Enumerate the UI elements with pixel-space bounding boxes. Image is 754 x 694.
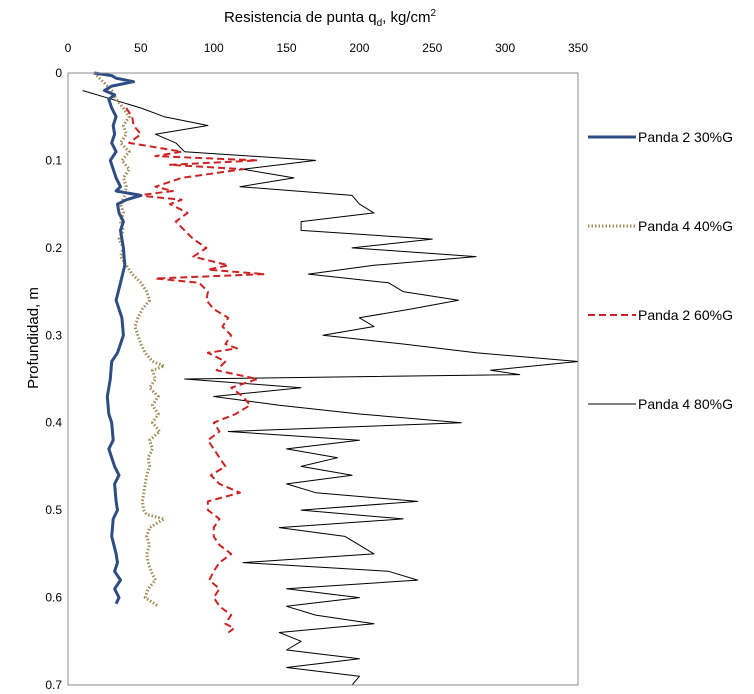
- x-tick-label: 50: [134, 41, 148, 55]
- legend-label: Panda 4 40%G: [638, 218, 733, 234]
- x-tick-labels: 0 50 100 150 200 250 300 350: [65, 41, 589, 55]
- y-tick-label: 0: [55, 66, 62, 80]
- plot-frame: [67, 72, 579, 686]
- x-tick-label: 250: [422, 41, 442, 55]
- series-lines: [82, 71, 579, 686]
- y-tick-labels: 0 0.1 0.2 0.3 0.4 0.5 0.6 0.7: [45, 66, 62, 692]
- x-axis-title-main: Resistencia de punta q: [224, 9, 377, 26]
- series-line-2: [93, 71, 166, 608]
- legend-label: Panda 2 30%G: [638, 129, 733, 145]
- x-tick-label: 0: [65, 41, 72, 55]
- x-axis-title-rest: , kg/cm: [382, 9, 430, 26]
- legend-label: Panda 2 60%G: [638, 307, 733, 323]
- y-tick-label: 0.3: [45, 328, 62, 342]
- x-tick-label: 200: [349, 41, 369, 55]
- x-axis-title: Resistencia de punta qd, kg/cm2: [224, 8, 437, 29]
- x-tick-label: 300: [495, 41, 515, 55]
- y-tick-label: 0.1: [45, 153, 62, 167]
- series-line-3: [125, 107, 266, 634]
- y-tick-label: 0.4: [45, 416, 62, 430]
- legend: Panda 2 30%G Panda 4 40%G Panda 2 60%G Pand…: [588, 129, 733, 412]
- x-axis-title-subscript: d: [377, 18, 383, 29]
- x-tick-label: 350: [568, 41, 588, 55]
- y-axis-title: Profundidad, m: [25, 287, 42, 389]
- x-axis-title-superscript: 2: [430, 8, 436, 19]
- y-tick-label: 0.7: [45, 678, 62, 692]
- series-line-1: [93, 71, 143, 605]
- y-tick-label: 0.6: [45, 591, 62, 605]
- y-tick-label: 0.2: [45, 241, 62, 255]
- y-tick-label: 0.5: [45, 503, 62, 517]
- x-tick-label: 150: [277, 41, 297, 55]
- series-line-4: [82, 90, 579, 686]
- x-tick-label: 100: [204, 41, 224, 55]
- legend-label: Panda 4 80%G: [638, 396, 733, 412]
